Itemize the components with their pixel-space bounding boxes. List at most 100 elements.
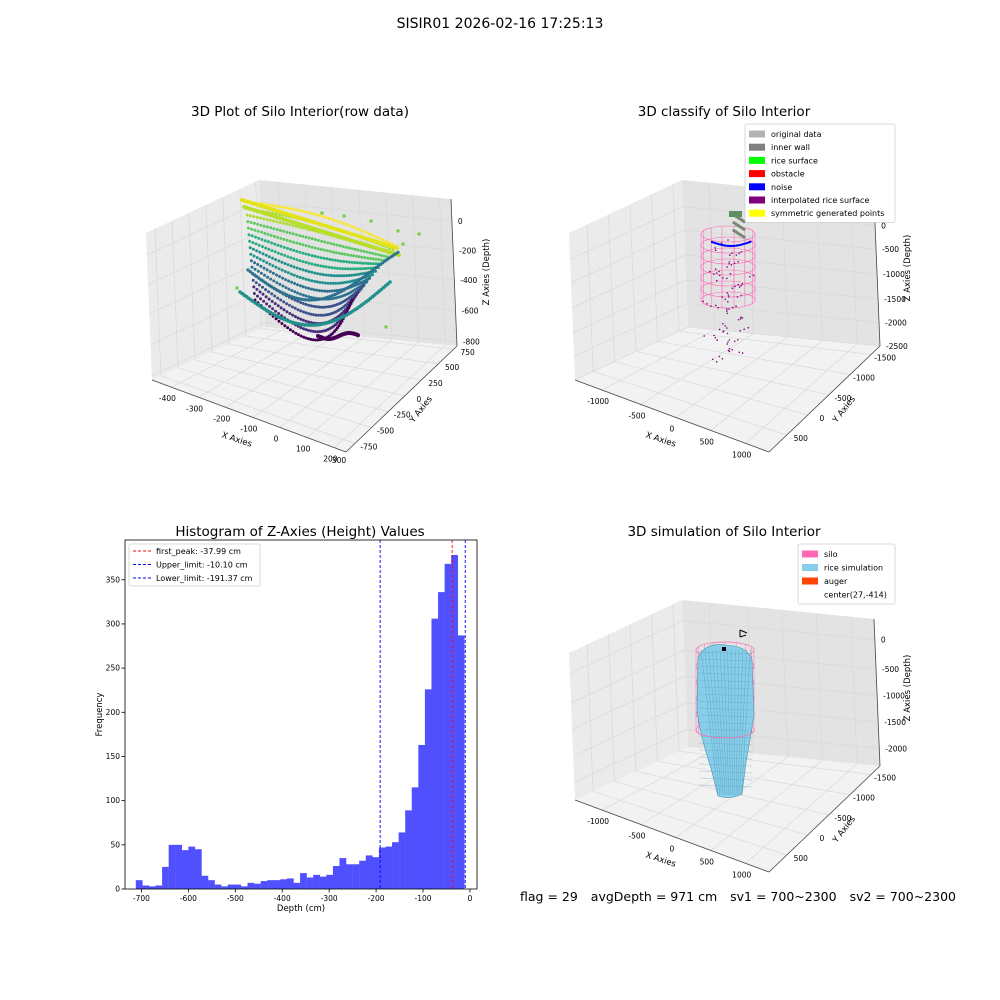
raw-data-point [263,239,267,243]
raw-data-point [327,273,330,277]
histogram-bar [188,846,196,889]
raw-data-point [341,245,345,248]
raw-x-gridline [252,189,366,418]
raw-data-point [288,303,291,307]
raw-data-point [291,207,295,211]
raw-data-point [275,281,279,285]
raw-data-point [272,234,276,238]
raw-data-point [263,231,267,235]
raw-data-point [377,236,381,240]
cls-z-tick-label: -500 [882,245,899,254]
sim-rice-meshline [698,714,753,718]
cls-interpolated-point [752,274,755,277]
raw-data-point [329,274,333,277]
raw-x-tick-label: 100 [296,445,311,454]
raw-data-point [271,204,275,208]
cls-z-tick-label: -2000 [885,318,907,327]
raw-data-point [289,256,293,260]
cls-interpolated-point [741,352,744,354]
cls-legend-swatch [749,130,765,138]
histogram-bar [457,635,465,889]
raw-y-gridline [205,204,405,397]
cls-interpolated-point [738,286,741,288]
cls-interpolated-point [722,277,724,279]
raw-data-point [269,233,273,237]
histogram-bar [214,884,222,889]
raw-data-point [356,291,360,295]
raw-data-point [269,277,273,281]
histogram-bar [424,689,432,889]
histogram-legend-label: Lower_limit: -191.37 cm [156,574,253,583]
cls-rice-surface-patch [729,211,742,217]
histogram-bar [451,555,458,889]
sim-y-gridline [672,604,872,775]
raw-data-point [265,261,269,265]
sim-z-gridline [573,702,879,757]
raw-data-point [301,318,305,322]
raw-data-point [274,317,278,321]
raw-data-point [334,281,337,285]
raw-data-point [257,236,261,240]
raw-data-point [294,208,298,212]
raw-z-axis-label: Z Axies (Depth) [482,239,492,306]
raw-data-point [288,223,292,227]
raw-data-point [347,224,351,228]
histogram-bar [280,879,288,889]
raw-data-point [336,326,339,330]
histogram-bar [392,842,399,889]
raw-data-point [307,236,311,240]
cls-interpolated-point [739,329,741,332]
raw-data-point [318,289,322,293]
raw-data-point [336,281,340,285]
sim-z-gridline [574,729,880,783]
histogram-y-tick-label: 250 [106,664,121,673]
histogram-bar [181,850,189,889]
cls-legend-swatch [749,156,765,164]
raw-data-point [304,286,308,290]
raw-data-point [291,330,295,333]
raw-data-point [288,239,292,243]
cls-interpolated-point [726,277,728,280]
cls-z-gridline [571,254,878,309]
cls-y-tick-label: -1500 [874,353,896,362]
raw-data-point [258,257,262,261]
cls-wall-point [742,235,746,239]
raw-data-point [380,258,383,262]
raw-data-point [280,252,283,256]
sim-rice-meshline [737,649,743,796]
sim-rice-meshline [698,679,753,683]
raw-data-point [307,278,311,282]
raw-data-point [328,289,332,293]
sim-legend-label: rice simulation [824,564,883,573]
cls-interpolated-point [730,264,733,266]
cls-interpolated-point [727,239,729,241]
raw-data-point [337,251,341,255]
raw-x-tick-label: -200 [213,414,230,423]
raw-data-point [257,243,261,247]
histogram-bar [194,849,202,889]
raw-data-point [353,247,357,251]
sim-x-tick-label: 0 [669,844,674,853]
sim-x-gridline [745,616,858,864]
raw-data-point [338,267,342,270]
raw-data-point [359,272,363,276]
raw-data-point [250,227,254,231]
sim-rice-meshline [698,651,753,655]
cls-interpolated-point [740,251,742,253]
raw-data-point [321,281,325,285]
raw-data-point [296,333,300,337]
raw-data-point [301,251,305,255]
raw-data-point [317,238,320,242]
raw-data-point [328,257,332,261]
cls-y-axis-line [768,345,881,453]
raw-data-point [257,283,261,287]
raw-data-point [312,288,316,292]
raw-data-point [387,241,391,245]
raw-data-point [304,319,308,323]
sim-rice-meshline [698,707,753,711]
raw-data-point [396,229,400,233]
raw-y-gridline [239,188,439,365]
raw-data-point [327,217,331,221]
raw-data-point [395,246,399,250]
cls-legend-label: noise [771,183,792,192]
